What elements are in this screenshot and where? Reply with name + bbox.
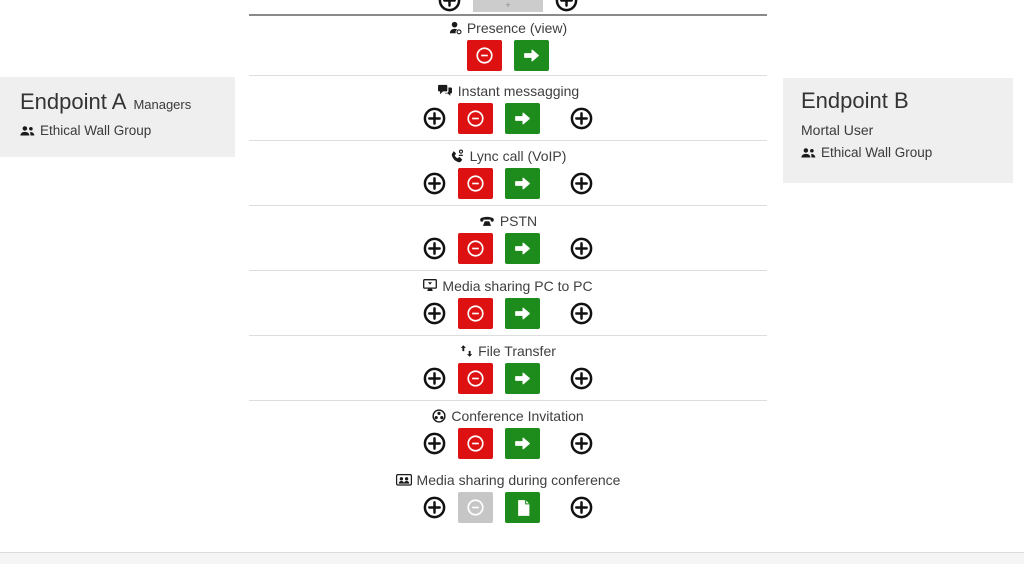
feature-row-media-sharing-during-conference: Media sharing during conference	[249, 465, 767, 529]
users-icon	[20, 125, 35, 137]
endpoint-a-panel: Endpoint A Managers Ethical Wall Group	[0, 77, 235, 157]
feature-label: Media sharing during conference	[249, 471, 767, 488]
feature-buttons	[249, 298, 767, 329]
endpoint-a-group-label: Ethical Wall Group	[40, 123, 152, 138]
feature-label-text: File Transfer	[478, 342, 556, 359]
feature-buttons	[249, 168, 767, 199]
block-button[interactable]	[458, 298, 493, 329]
endpoint-b-group-label: Ethical Wall Group	[821, 145, 933, 160]
feature-row-lync-call-voip: Lync call (VoIP)	[249, 141, 767, 206]
users-icon	[801, 147, 816, 159]
disabled-wide-button: +	[473, 0, 543, 12]
feature-row-instant-messagging: Instant messagging	[249, 76, 767, 141]
allow-button[interactable]	[505, 103, 540, 134]
plus-button[interactable]	[570, 367, 593, 390]
plus-button[interactable]	[423, 237, 446, 260]
allow-button[interactable]	[505, 298, 540, 329]
desktop-icon	[423, 279, 438, 292]
plus-button[interactable]	[423, 302, 446, 325]
block-button[interactable]	[458, 103, 493, 134]
plus-button[interactable]	[423, 432, 446, 455]
feature-label: Lync call (VoIP)	[249, 147, 767, 164]
allow-button[interactable]	[505, 233, 540, 264]
feature-row-conference-invitation: Conference Invitation	[249, 401, 767, 465]
feature-buttons	[249, 363, 767, 394]
clipped-row: +	[249, 0, 767, 16]
feature-label-text: Lync call (VoIP)	[469, 147, 567, 164]
feature-label-text: Conference Invitation	[451, 407, 584, 424]
feature-buttons	[249, 492, 767, 523]
plus-button[interactable]	[570, 237, 593, 260]
endpoint-a-title: Endpoint A	[20, 89, 127, 114]
feature-buttons	[249, 233, 767, 264]
feature-buttons	[249, 40, 767, 71]
transfer-icon	[460, 344, 473, 358]
allow-file-button[interactable]	[505, 492, 540, 523]
feature-label: Presence (view)	[249, 19, 767, 36]
feature-row-presence-view: Presence (view)	[249, 16, 767, 76]
allow-button[interactable]	[505, 168, 540, 199]
feature-row-media-sharing-pc-to-pc: Media sharing PC to PC	[249, 271, 767, 336]
plus-button[interactable]	[423, 172, 446, 195]
block-button[interactable]	[458, 233, 493, 264]
media-conference-icon	[395, 473, 412, 486]
telephone-icon	[479, 215, 495, 227]
plus-button[interactable]	[438, 0, 461, 12]
block-button[interactable]	[458, 168, 493, 199]
block-button-disabled[interactable]	[458, 492, 493, 523]
feature-label: Media sharing PC to PC	[249, 277, 767, 294]
chat-icon	[437, 84, 453, 97]
phone-icon	[450, 149, 465, 163]
plus-button[interactable]	[570, 107, 593, 130]
feature-label-text: Media sharing during conference	[416, 471, 621, 488]
presence-icon	[449, 21, 462, 35]
endpoint-b-user-label: Mortal User	[801, 122, 874, 138]
feature-row-pstn: PSTN	[249, 206, 767, 271]
plus-button[interactable]	[570, 172, 593, 195]
feature-rules-column: + Presence (view) Instant messagging Lyn…	[249, 0, 767, 529]
feature-label: Conference Invitation	[249, 407, 767, 424]
allow-button[interactable]	[514, 40, 549, 71]
allow-button[interactable]	[505, 428, 540, 459]
block-button[interactable]	[467, 40, 502, 71]
plus-button[interactable]	[423, 367, 446, 390]
endpoint-b-panel: Endpoint B Mortal User Ethical Wall Grou…	[783, 78, 1013, 183]
footer-divider	[0, 552, 1024, 564]
feature-label-text: Instant messagging	[457, 82, 580, 99]
feature-label-text: Media sharing PC to PC	[442, 277, 593, 294]
plus-button[interactable]	[570, 496, 593, 519]
block-button[interactable]	[458, 428, 493, 459]
plus-button[interactable]	[570, 302, 593, 325]
plus-button[interactable]	[423, 496, 446, 519]
endpoint-b-title: Endpoint B	[801, 88, 909, 113]
feature-row-file-transfer: File Transfer	[249, 336, 767, 401]
plus-button[interactable]	[555, 0, 578, 12]
feature-label: PSTN	[249, 212, 767, 229]
feature-buttons	[249, 428, 767, 459]
allow-button[interactable]	[505, 363, 540, 394]
feature-label: Instant messagging	[249, 82, 767, 99]
conference-icon	[432, 408, 446, 423]
feature-label-text: Presence (view)	[466, 19, 568, 36]
block-button[interactable]	[458, 363, 493, 394]
endpoint-a-subtitle: Managers	[133, 97, 192, 112]
feature-label: File Transfer	[249, 342, 767, 359]
plus-button[interactable]	[423, 107, 446, 130]
plus-button[interactable]	[570, 432, 593, 455]
feature-label-text: PSTN	[499, 212, 538, 229]
feature-buttons	[249, 103, 767, 134]
